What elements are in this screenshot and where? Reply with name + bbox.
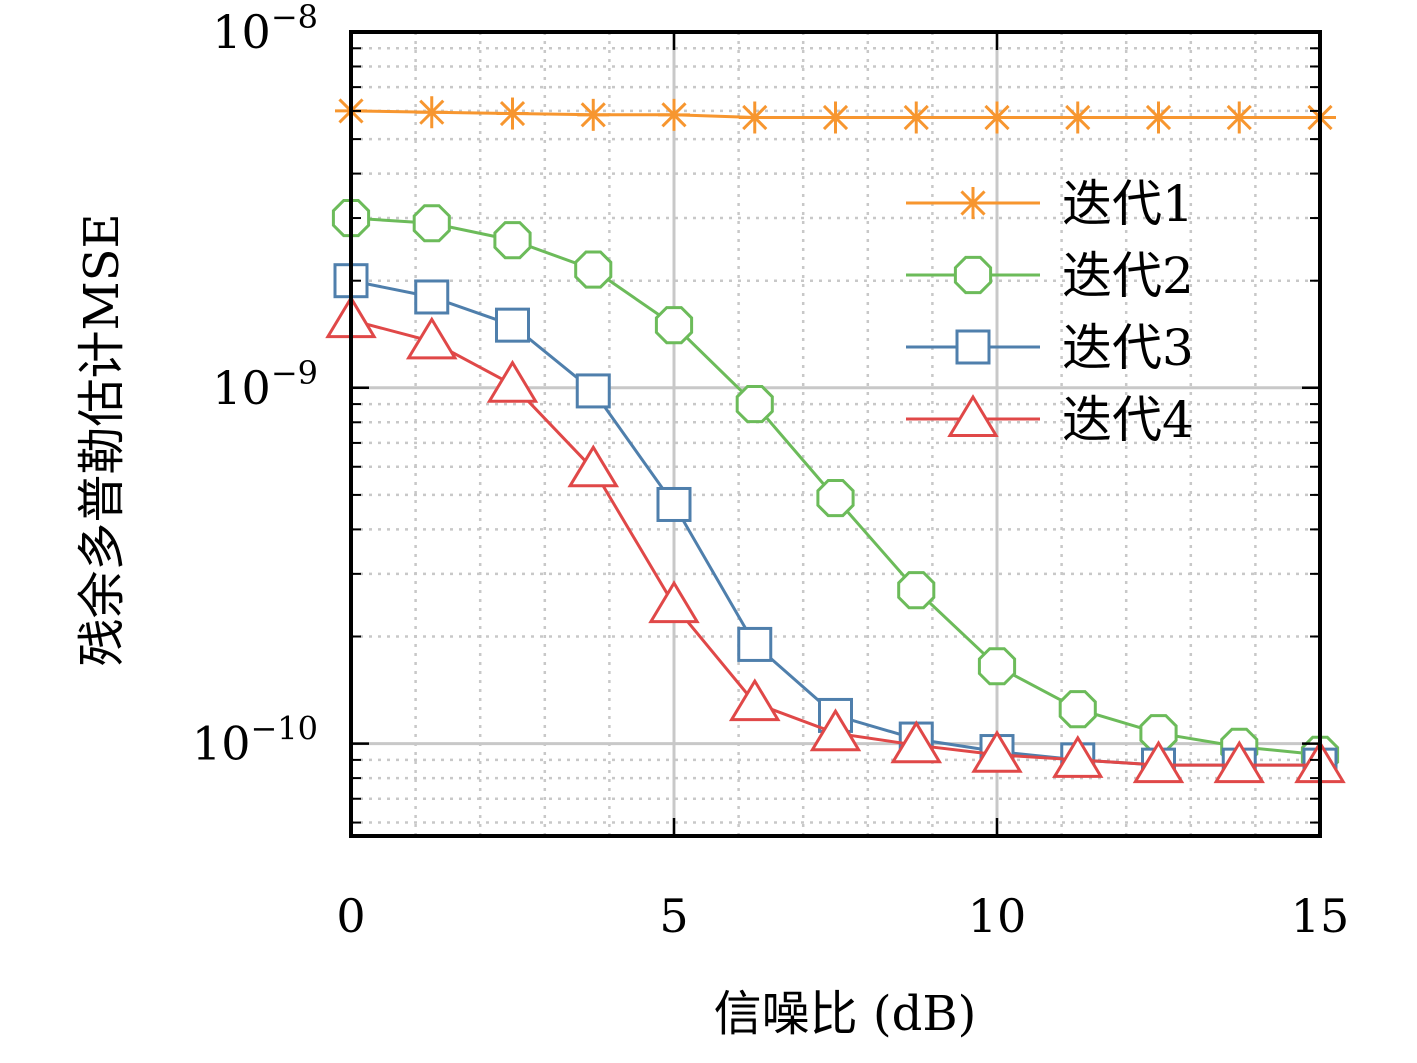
data-point: [414, 279, 450, 315]
data-point: [1052, 734, 1104, 778]
data-point: [816, 479, 855, 518]
data-point: [1142, 101, 1175, 134]
data-point: [486, 359, 539, 403]
x-tick-label: 15: [1291, 889, 1350, 943]
x-tick-label: 0: [336, 889, 365, 943]
axes: 0 5 10 15 10−10 10−9 10−8: [192, 0, 1349, 943]
y-axis-label: 残余多普勒估计MSE: [74, 213, 130, 666]
data-point: [890, 720, 943, 764]
legend-label: 迭代4: [1062, 391, 1194, 449]
data-point: [738, 101, 771, 134]
series-layer: [325, 94, 1346, 784]
data-point: [412, 204, 451, 243]
legend: 迭代1 迭代2 迭代3 迭代4: [906, 175, 1194, 449]
legend-marker: [953, 255, 993, 295]
data-point: [971, 729, 1023, 773]
series-4: [325, 295, 1346, 784]
legend-entry-4: 迭代4: [906, 391, 1194, 449]
plot-frame: [349, 30, 1322, 838]
data-point: [728, 678, 781, 722]
y-tick-label: 10−8: [212, 0, 318, 59]
legend-entry-3: 迭代3: [906, 319, 1194, 377]
legend-entry-2: 迭代2: [906, 247, 1194, 305]
data-point: [648, 580, 700, 624]
legend-marker: [957, 187, 989, 219]
data-point: [977, 647, 1017, 686]
data-point: [493, 221, 532, 260]
legend-label: 迭代1: [1062, 175, 1194, 233]
data-point: [1061, 101, 1094, 134]
legend-entry-1: 迭代1: [906, 175, 1194, 233]
legend-label: 迭代3: [1062, 319, 1194, 377]
legend-marker: [947, 394, 999, 437]
data-point: [496, 97, 529, 130]
legend-label: 迭代2: [1062, 247, 1194, 305]
data-point: [981, 101, 1013, 134]
data-point: [900, 101, 933, 134]
x-tick-label: 5: [659, 889, 688, 943]
data-point: [737, 626, 773, 662]
data-point: [735, 385, 774, 424]
legend-marker: [955, 329, 991, 365]
data-point: [897, 571, 936, 610]
data-point: [654, 306, 694, 345]
series-1: [335, 94, 1336, 134]
data-point: [1213, 740, 1265, 784]
x-axis-label: 信噪比 (dB): [714, 986, 977, 1042]
y-tick-label: 10−9: [212, 354, 318, 415]
data-point: [1058, 690, 1097, 729]
data-point: [809, 708, 862, 752]
data-point: [495, 307, 530, 343]
data-point: [1223, 101, 1256, 134]
data-point: [819, 101, 852, 134]
y-tick-label: 10−10: [192, 710, 318, 771]
x-tick-label: 10: [968, 889, 1027, 943]
data-point: [577, 98, 610, 131]
data-point: [415, 96, 448, 129]
data-point: [567, 444, 620, 488]
data-point: [658, 98, 690, 131]
data-point: [405, 316, 458, 360]
data-point: [574, 250, 613, 289]
data-point: [1132, 740, 1185, 784]
data-point: [656, 486, 692, 522]
data-point: [575, 373, 611, 409]
